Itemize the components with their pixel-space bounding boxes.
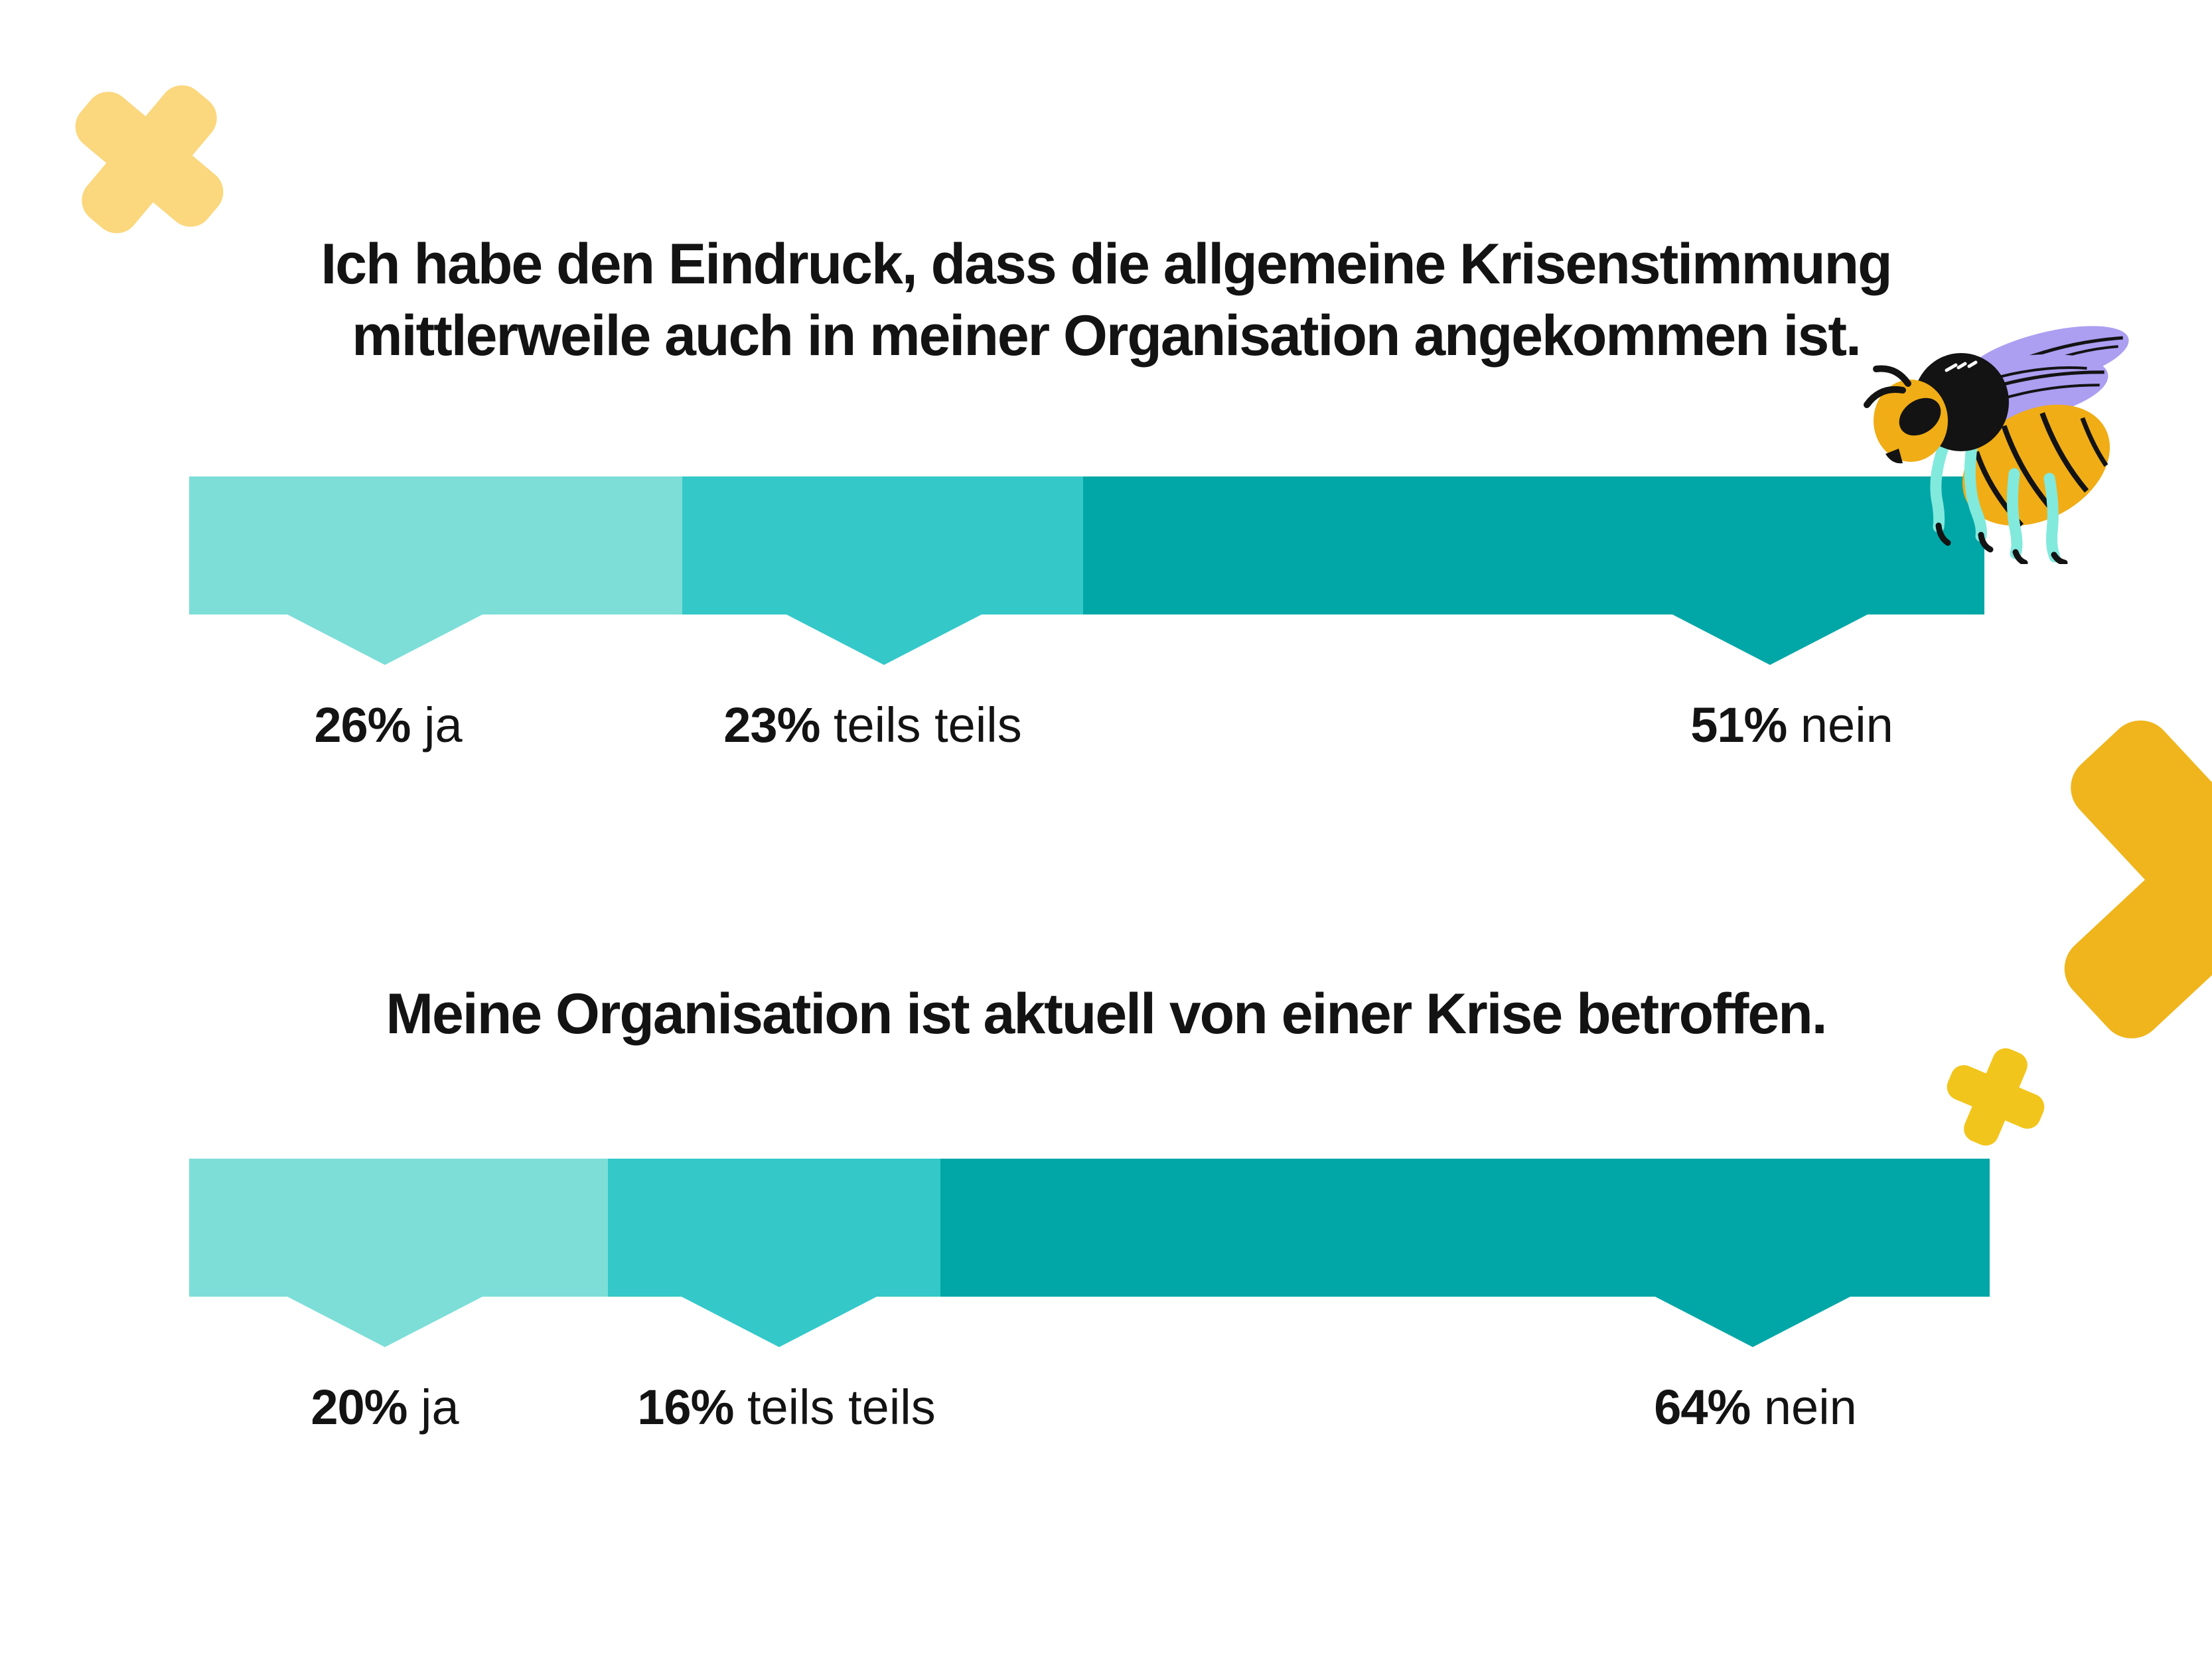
- chart2-stacked-bar: [189, 1159, 1990, 1347]
- chart2-category-ja: ja: [421, 1380, 459, 1435]
- bee-icon: [1864, 326, 2129, 564]
- chart2-value-nein: 64%: [1654, 1380, 1751, 1435]
- chart1-title-line1: Ich habe den Eindruck, dass die allgemei…: [321, 232, 1892, 296]
- chart2-value-teils-teils: 16%: [637, 1380, 734, 1435]
- chart2-label-ja: 20% ja: [311, 1383, 459, 1432]
- chart1-value-nein: 51%: [1690, 697, 1787, 753]
- chart1-stacked-bar: [189, 476, 1984, 665]
- chart2-pointer-nein: [1655, 1297, 1850, 1347]
- chart1-segment-ja: [189, 476, 683, 614]
- chart2-title: Meine Organisation ist aktuell von einer…: [0, 978, 2212, 1050]
- chart1-pointer-teils-teils: [786, 614, 982, 665]
- chart2-label-nein: 64% nein: [1654, 1383, 1857, 1432]
- chart2-category-teils-teils: teils teils: [747, 1380, 936, 1435]
- chart1-category-ja: ja: [424, 697, 463, 753]
- chart1-label-nein: 51% nein: [1690, 701, 1893, 750]
- chart2-segment-teils-teils: [608, 1159, 941, 1297]
- chart1-category-nein: nein: [1800, 697, 1893, 753]
- chart2-category-nein: nein: [1763, 1380, 1857, 1435]
- chart1-label-ja: 26% ja: [314, 701, 462, 750]
- chart2-segment-nein: [940, 1159, 1990, 1297]
- chart1-segment-nein: [1083, 476, 1984, 614]
- chart2-segment-ja: [189, 1159, 609, 1297]
- chart1-pointer-ja: [287, 614, 482, 665]
- chart1-value-teils-teils: 23%: [723, 697, 820, 753]
- chart1-title: Ich habe den Eindruck, dass die allgemei…: [0, 228, 2212, 372]
- chart2-label-teils-teils: 16% teils teils: [637, 1383, 935, 1432]
- chart1-title-line2: mittlerweile auch in meiner Organisation…: [352, 304, 1862, 368]
- chart2-title-line1: Meine Organisation ist aktuell von einer…: [386, 982, 1827, 1046]
- chart1-label-teils-teils: 23% teils teils: [723, 701, 1021, 750]
- chart1-segment-teils-teils: [682, 476, 1084, 614]
- gold-cross-small-icon: [1931, 1032, 2061, 1163]
- chart2-value-ja: 20%: [311, 1380, 407, 1435]
- chart1-category-teils-teils: teils teils: [833, 697, 1022, 753]
- chart1-pointer-nein: [1672, 614, 1868, 665]
- chart2-pointer-teils-teils: [682, 1297, 877, 1347]
- chart2-pointer-ja: [287, 1297, 482, 1347]
- chart1-value-ja: 26%: [314, 697, 411, 753]
